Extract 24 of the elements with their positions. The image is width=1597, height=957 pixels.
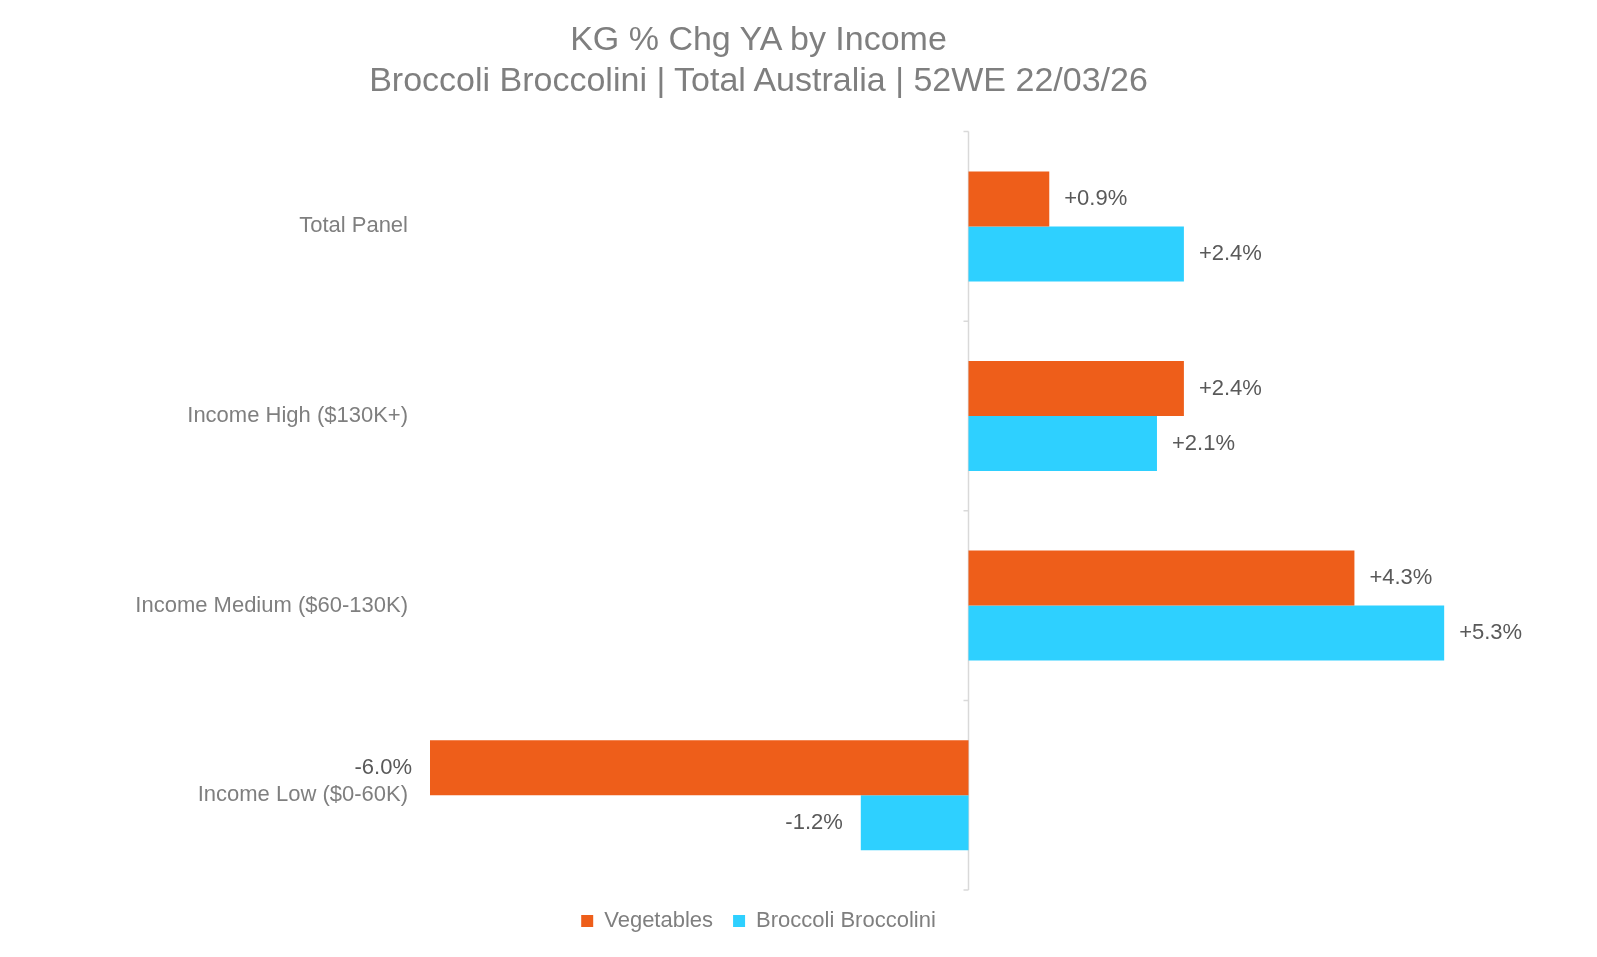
data-label: -6.0%: [354, 753, 412, 779]
data-label: -1.2%: [785, 808, 843, 834]
data-label: +2.1%: [1171, 429, 1235, 455]
data-label: +4.3%: [1369, 564, 1433, 590]
bar: [968, 171, 1050, 227]
chart-subtitle: Broccoli Broccolini | Total Australia | 52WE 22/03/26: [369, 59, 1148, 98]
bar: [860, 795, 969, 851]
y-tick-label: Total Panel: [299, 212, 408, 238]
chart-title: KG % Chg YA by Income: [570, 18, 947, 57]
y-tick-label: Income High ($130K+): [187, 402, 408, 428]
bar: [968, 361, 1184, 416]
bar: [968, 550, 1355, 606]
y-tick-label: Income Low ($0-60K): [197, 781, 408, 807]
y-tick-label: Income Medium ($60-130K): [135, 591, 408, 617]
bar: [968, 605, 1445, 661]
data-label: +0.9%: [1064, 184, 1128, 210]
data-label: +2.4%: [1198, 239, 1262, 265]
bar: [968, 226, 1184, 282]
data-label: +5.3%: [1459, 619, 1523, 645]
data-label: +2.4%: [1198, 374, 1262, 400]
legend-label: Broccoli Broccolini: [756, 907, 936, 933]
bar: [430, 740, 969, 796]
legend-label: Vegetables: [604, 907, 714, 933]
bar: [968, 416, 1157, 471]
